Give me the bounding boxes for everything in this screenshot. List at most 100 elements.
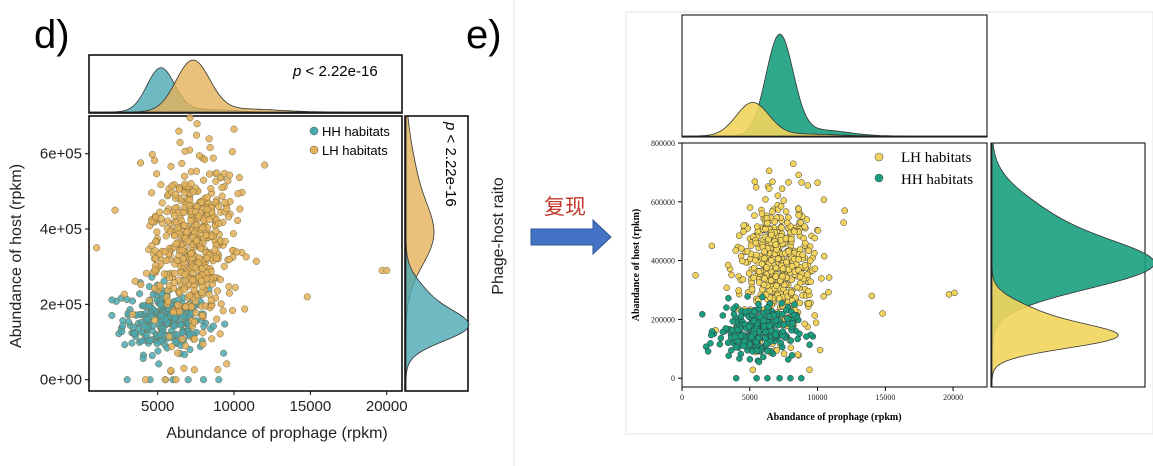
e-point-lh (724, 261, 732, 269)
e-outer-frame (625, 11, 1153, 435)
d-point-lh (199, 224, 207, 232)
d-point-hh (139, 354, 147, 363)
d-point-hh (221, 320, 229, 328)
e-point-lh (774, 192, 782, 199)
d-y-density-hh (405, 116, 470, 391)
d-point-hh (220, 349, 228, 357)
e-point-lh (764, 219, 771, 227)
e-point-hh (788, 352, 796, 359)
d-point-lh (212, 254, 221, 262)
e-point-hh (794, 335, 801, 343)
e-point-hh (704, 348, 712, 355)
e-point-hh (732, 374, 740, 382)
d-point-lh (137, 281, 145, 289)
e-point-hh (764, 304, 771, 311)
d-x-tick-label: 10000 (213, 398, 255, 415)
e-point-lh (771, 218, 778, 225)
e-point-lh (806, 257, 814, 264)
e-point-lh (751, 257, 759, 264)
d-point-lh (178, 159, 186, 167)
d-point-hh (130, 323, 138, 331)
d-point-lh (230, 125, 238, 133)
d-point-lh (148, 189, 156, 197)
e-point-lh (840, 219, 847, 226)
d-point-lh (207, 184, 215, 193)
e-point-lh (796, 273, 804, 281)
d-point-lh (131, 277, 139, 285)
e-point-hh (755, 300, 762, 308)
e-point-lh (797, 219, 805, 226)
d-side-label: Phage-host raito (490, 177, 507, 295)
e-point-hh (779, 328, 787, 335)
e-point-hh (784, 356, 792, 363)
d-legend-hh-marker (309, 126, 319, 136)
d-point-lh (93, 244, 101, 252)
d-top-pvalue: p < 2.22e-16 (292, 63, 378, 80)
e-point-lh (788, 262, 796, 270)
d-right-pvalue-rest: < 2.22e-16 (442, 130, 459, 206)
e-point-lh (769, 178, 776, 185)
d-point-lh (173, 349, 182, 357)
e-point-lh (841, 207, 848, 214)
e-point-lh (751, 178, 759, 185)
d-y-tick-label: 6e+05 (40, 146, 82, 163)
e-point-lh (739, 276, 747, 283)
e-point-hh (719, 312, 727, 319)
d-point-lh (214, 366, 222, 374)
d-point-lh (184, 237, 193, 245)
d-point-lh (226, 171, 234, 179)
d-point-hh (123, 376, 131, 384)
e-point-hh (737, 350, 745, 358)
e-point-lh (765, 167, 773, 175)
e-point-hh (787, 374, 794, 382)
e-point-lh (804, 271, 811, 278)
d-point-lh (171, 269, 179, 277)
e-point-hh (730, 305, 737, 313)
e-point-lh (788, 289, 795, 296)
e-point-lh (795, 171, 802, 179)
e-point-lh (765, 185, 773, 192)
d-point-lh (236, 205, 244, 213)
d-right-pvalue: p < 2.22e-16 (442, 121, 459, 207)
d-y-tick-label: 0e+00 (40, 372, 82, 389)
d-point-lh (197, 198, 205, 206)
panel-d: d) p < 2.22e-16 HH habitats LH habitats … (8, 13, 507, 442)
d-point-hh (143, 315, 151, 323)
d-point-lh (200, 176, 208, 184)
e-point-lh (738, 257, 746, 265)
e-point-lh (745, 270, 753, 277)
e-point-hh (778, 310, 786, 318)
e-point-lh (760, 281, 768, 289)
d-point-lh (383, 266, 391, 275)
d-point-hh (125, 318, 133, 326)
e-point-lh (806, 366, 813, 374)
d-point-lh (229, 230, 237, 238)
d-point-lh (215, 202, 223, 211)
e-point-lh (778, 224, 785, 231)
d-point-lh (201, 155, 209, 164)
d-point-lh (209, 154, 217, 162)
e-point-hh (760, 353, 767, 361)
d-point-lh (224, 213, 232, 221)
e-point-lh (820, 196, 828, 203)
e-point-hh (784, 315, 791, 322)
e-point-lh (769, 208, 776, 215)
e-point-lh (785, 179, 792, 186)
e-point-hh (745, 323, 753, 330)
d-point-lh (228, 148, 236, 156)
d-point-lh (221, 198, 229, 207)
d-point-hh (108, 296, 116, 304)
arrow-shape (530, 218, 612, 256)
e-point-lh (761, 255, 768, 262)
e-x-tick-label: 0 (680, 393, 684, 402)
e-point-hh (764, 374, 771, 382)
e-point-lh (945, 291, 953, 298)
e-point-lh (951, 289, 958, 297)
e-point-lh (767, 277, 775, 284)
d-x-tick-label: 15000 (290, 398, 332, 415)
d-point-hh (146, 336, 154, 345)
d-point-lh (221, 237, 229, 245)
e-y-density-lh (991, 143, 1119, 387)
d-point-lh (216, 275, 225, 284)
e-point-lh (820, 293, 827, 300)
